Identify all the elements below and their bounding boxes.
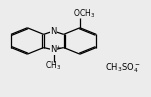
Text: N: N [50,45,57,54]
Text: CH$_3$SO$_4^-$: CH$_3$SO$_4^-$ [105,61,141,75]
Text: OCH$_3$: OCH$_3$ [73,7,95,20]
Text: +: + [55,45,60,50]
Text: N: N [50,27,57,36]
Text: CH$_3$: CH$_3$ [45,60,62,72]
